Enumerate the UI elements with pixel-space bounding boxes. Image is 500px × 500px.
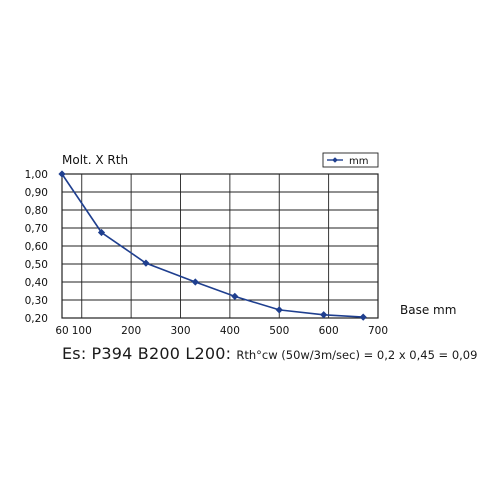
legend-marker — [332, 157, 338, 163]
y-tick-label: 0,30 — [25, 295, 48, 307]
x-tick-label: 300 — [170, 325, 190, 337]
example-calculation: Rth°cw (50w/3m/sec) = 0,2 x 0,45 = 0,09 — [236, 348, 478, 362]
y-tick-label: 0,20 — [25, 313, 48, 325]
data-point — [320, 311, 328, 319]
data-point — [231, 292, 239, 300]
y-tick-label: 1,00 — [25, 169, 48, 181]
legend-label: mm — [349, 156, 368, 167]
series-line — [61, 173, 364, 318]
x-tick-label: 700 — [368, 325, 388, 337]
y-axis-title: Molt. X Rth — [62, 153, 128, 167]
data-point — [142, 259, 150, 267]
legend-box — [322, 152, 379, 168]
x-tick-label: 200 — [121, 325, 141, 337]
x-axis-title: Base mm — [400, 303, 456, 317]
data-point — [97, 228, 106, 237]
x-tick-label: 500 — [269, 325, 289, 337]
y-tick-label: 0,80 — [25, 205, 48, 217]
y-tick-label: 0,40 — [25, 277, 48, 289]
y-tick-label: 0,90 — [25, 187, 48, 199]
x-tick-label: 60 — [55, 325, 68, 337]
y-tick-label: 0,60 — [25, 241, 48, 253]
data-point — [58, 170, 66, 178]
example-formula: Es: P394 B200 L200: Rth°cw (50w/3m/sec) … — [62, 344, 477, 363]
data-point — [275, 306, 283, 314]
example-dimensions: P394 B200 L200: — [91, 344, 232, 363]
data-point — [191, 278, 199, 286]
data-point — [359, 313, 367, 321]
y-tick-label: 0,50 — [25, 259, 48, 271]
y-tick-label: 0,70 — [25, 223, 48, 235]
x-tick-label: 600 — [319, 325, 339, 337]
example-prefix: Es: — [62, 344, 87, 363]
x-tick-label: 400 — [220, 325, 240, 337]
x-tick-label: 100 — [72, 325, 92, 337]
